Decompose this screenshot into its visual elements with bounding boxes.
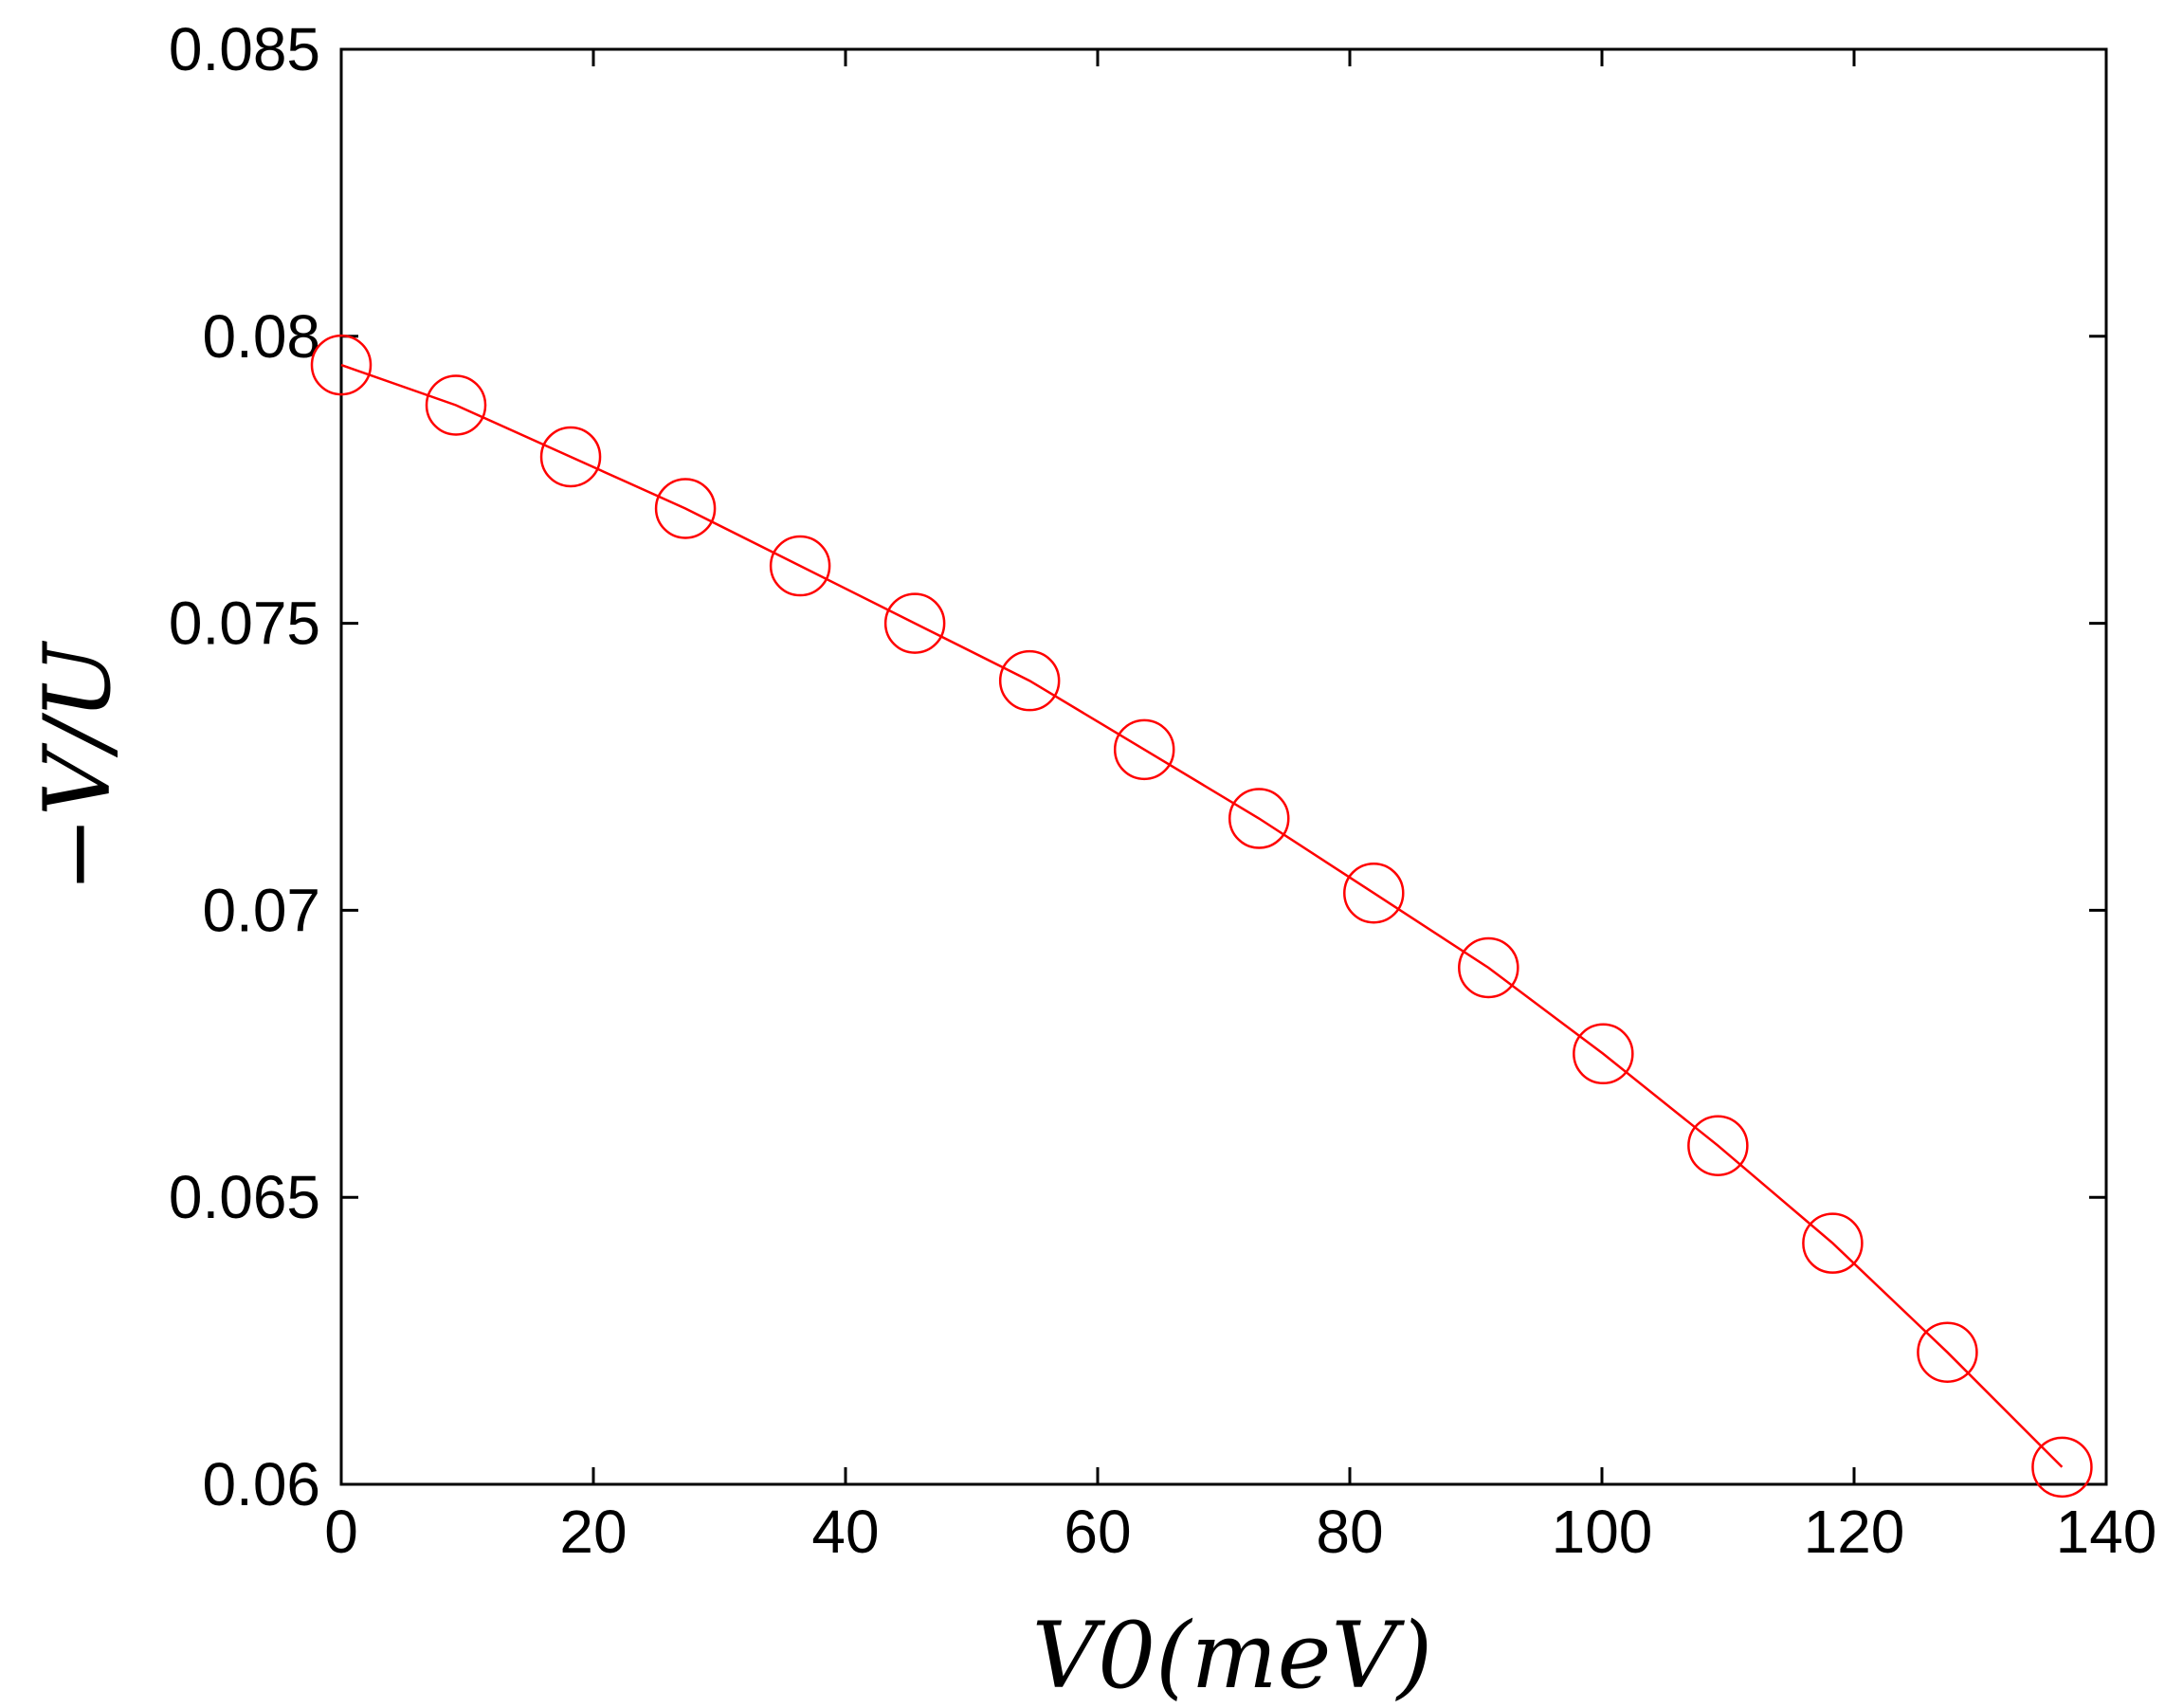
y-tick-label: 0.07 bbox=[202, 876, 320, 944]
x-tick-label: 80 bbox=[1316, 1498, 1383, 1566]
x-tick-label: 60 bbox=[1064, 1498, 1131, 1566]
data-point-marker bbox=[998, 649, 1061, 712]
y-axis-title: −V/U bbox=[25, 640, 131, 892]
data-point-marker bbox=[1802, 1212, 1864, 1274]
data-point-marker bbox=[1343, 862, 1405, 924]
data-point-marker bbox=[1458, 936, 1519, 999]
x-axis-ticks: 0 20 40 60 80 100 120 140 bbox=[324, 49, 2156, 1566]
series-layer bbox=[310, 334, 2093, 1499]
data-point-marker bbox=[1228, 788, 1290, 849]
data-point-marker bbox=[654, 478, 717, 539]
data-point-marker bbox=[539, 426, 602, 488]
data-point-marker bbox=[1687, 1115, 1749, 1176]
plot-frame bbox=[339, 47, 2108, 1486]
y-tick-label: 0.06 bbox=[202, 1450, 320, 1518]
x-tick-label: 0 bbox=[324, 1498, 358, 1566]
data-point-marker bbox=[1113, 718, 1175, 781]
y-axis-ticks: 0.06 0.065 0.07 0.075 0.08 0.085 bbox=[169, 15, 2106, 1518]
x-tick-label: 20 bbox=[559, 1498, 627, 1566]
data-point-marker bbox=[1917, 1321, 1978, 1383]
y-tick-label: 0.08 bbox=[202, 302, 320, 371]
x-axis-title: V0(meV) bbox=[1032, 1603, 1432, 1703]
x-tick-label: 40 bbox=[811, 1498, 879, 1566]
y-tick-label: 0.075 bbox=[169, 590, 320, 658]
series-line bbox=[340, 363, 2064, 1468]
plot-area bbox=[339, 47, 2108, 1486]
x-tick-label: 120 bbox=[1804, 1498, 1905, 1566]
data-point-marker bbox=[310, 334, 373, 396]
x-tick-label: 100 bbox=[1552, 1498, 1653, 1566]
data-point-marker bbox=[1573, 1023, 1634, 1085]
y-tick-label: 0.085 bbox=[169, 15, 320, 83]
x-tick-label: 140 bbox=[2056, 1498, 2157, 1566]
data-point-marker bbox=[2031, 1436, 2093, 1499]
data-point-marker bbox=[883, 592, 946, 654]
y-tick-label: 0.065 bbox=[169, 1163, 320, 1231]
data-point-marker bbox=[769, 535, 831, 597]
data-point-marker bbox=[425, 374, 487, 436]
